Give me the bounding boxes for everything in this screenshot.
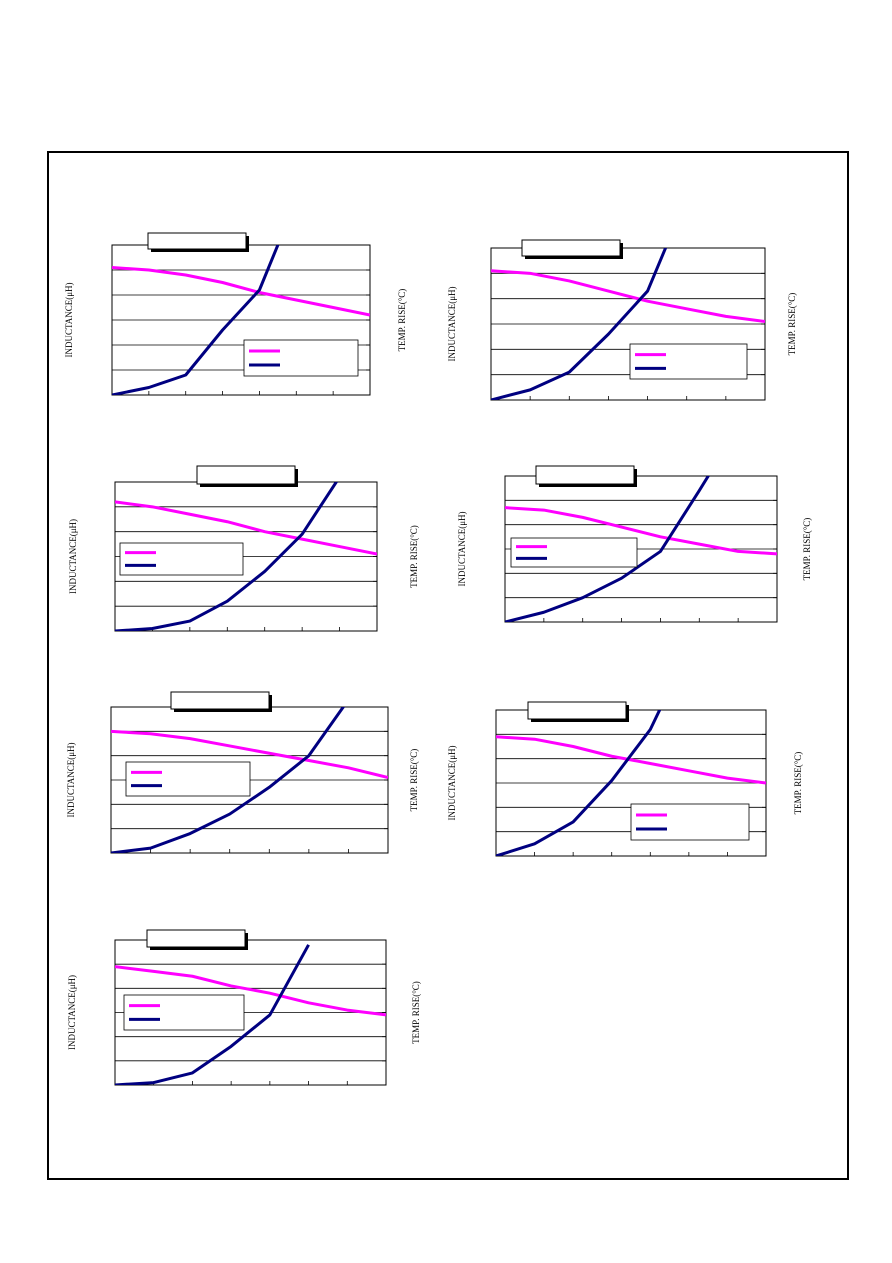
series-line — [491, 248, 668, 400]
legend-box — [510, 537, 638, 568]
legend-box — [125, 761, 251, 797]
series-line — [505, 506, 777, 556]
legend-box — [123, 994, 245, 1031]
y-axis-label: INDUCTANCE(μH) — [64, 282, 74, 357]
series-line — [112, 245, 280, 395]
title-box — [170, 691, 270, 710]
series-line — [111, 707, 346, 853]
y-axis-label: INDUCTANCE(μH) — [457, 511, 467, 586]
y2-axis-label: TEMP. RISE(°C) — [409, 525, 419, 588]
title-box — [535, 465, 635, 485]
series-line — [111, 729, 388, 780]
series-line — [115, 965, 386, 1017]
y-axis-label: INDUCTANCE(μH) — [447, 745, 457, 820]
title-box — [196, 465, 296, 485]
series-line — [496, 710, 662, 856]
series-line — [115, 944, 310, 1085]
y2-axis-label: TEMP. RISE(°C) — [409, 749, 419, 812]
title-box — [521, 239, 621, 257]
y-axis-label: INDUCTANCE(μH) — [67, 975, 77, 1050]
title-box — [147, 232, 247, 250]
legend-box — [629, 343, 748, 380]
y-axis-label: INDUCTANCE(μH) — [66, 742, 76, 817]
y-axis-label: INDUCTANCE(μH) — [447, 286, 457, 361]
series-line — [491, 269, 765, 323]
series-line — [496, 735, 766, 785]
series-line — [112, 266, 370, 317]
y-axis-label: INDUCTANCE(μH) — [68, 519, 78, 594]
legend-box — [119, 542, 244, 576]
y2-axis-label: TEMP. RISE(°C) — [397, 289, 407, 352]
series-line — [115, 500, 377, 556]
y2-axis-label: TEMP. RISE(°C) — [411, 981, 421, 1044]
y2-axis-label: TEMP. RISE(°C) — [787, 293, 797, 356]
y2-axis-label: TEMP. RISE(°C) — [793, 752, 803, 815]
series-line — [505, 476, 711, 622]
y2-axis-label: TEMP. RISE(°C) — [802, 518, 812, 581]
legend-box — [243, 339, 359, 377]
title-box — [146, 929, 246, 948]
title-box — [527, 701, 627, 720]
page-frame — [47, 151, 849, 1180]
series-line — [115, 482, 339, 631]
legend-box — [630, 803, 750, 841]
